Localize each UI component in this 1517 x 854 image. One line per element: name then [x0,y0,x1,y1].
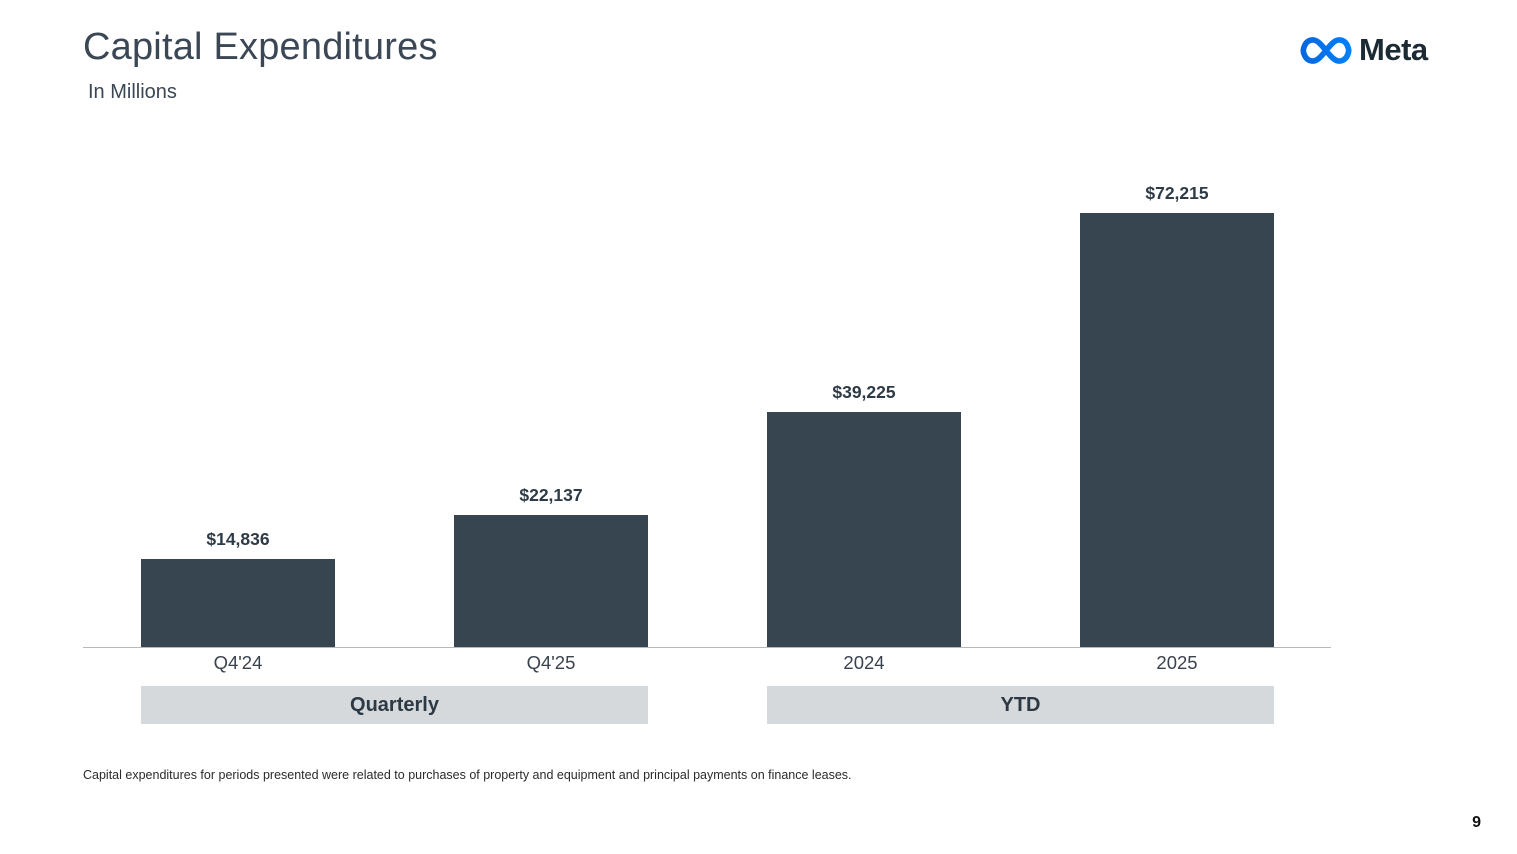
meta-wordmark: Meta [1359,32,1428,67]
group-band-quarterly: Quarterly [141,686,648,724]
bar [767,412,961,648]
page-number: 9 [1472,814,1481,831]
bar-value-label: $14,836 [206,529,270,549]
x-axis-label: 2025 [1156,652,1198,673]
x-axis-label: Q4'24 [213,652,263,673]
bar [454,515,648,648]
page-title: Capital Expenditures [83,26,438,68]
x-axis-label: 2024 [843,652,885,673]
footnote: Capital expenditures for periods present… [83,768,852,782]
bar-value-label: $22,137 [519,485,583,505]
bar-group: $22,137 [454,485,648,648]
group-bands: Quarterly YTD [83,686,1331,724]
bar [141,559,335,648]
page-subtitle: In Millions [88,81,177,103]
bar-group: $72,215 [1080,183,1274,648]
bar [1080,213,1274,648]
plot-area: $14,836 $22,137 $39,225 $72,215 [83,178,1331,648]
x-axis-label: Q4'25 [526,652,576,673]
bar-group: $14,836 [141,529,335,648]
bar-value-label: $72,215 [1145,183,1209,203]
bar-value-label: $39,225 [832,382,896,402]
x-axis-line [83,647,1331,648]
x-axis-labels: Q4'24 Q4'25 2024 2025 [83,652,1331,680]
meta-logo: Meta [1300,32,1428,68]
meta-infinity-icon [1300,34,1352,67]
bar-group: $39,225 [767,382,961,648]
bar-chart: $14,836 $22,137 $39,225 $72,215 [83,178,1331,648]
group-band-ytd: YTD [767,686,1274,724]
